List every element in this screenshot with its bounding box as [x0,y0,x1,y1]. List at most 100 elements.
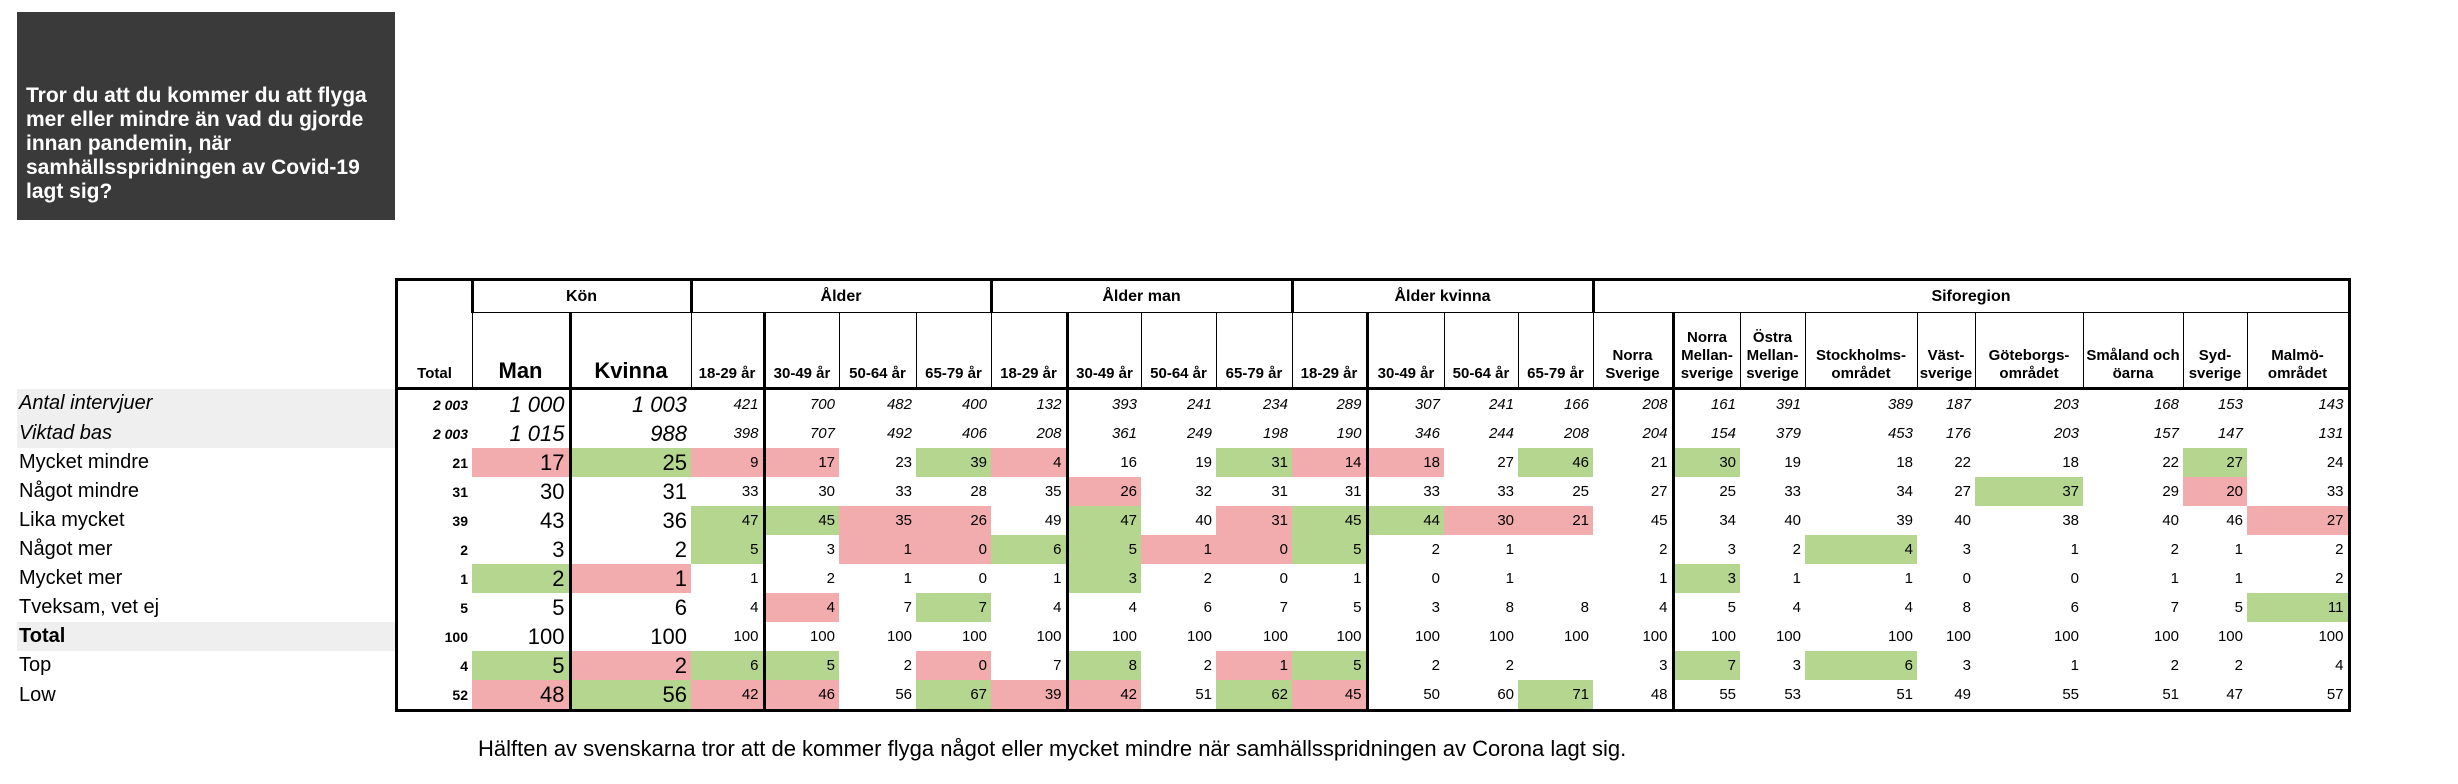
data-cell: 26 [916,506,991,535]
data-cell: 17 [762,448,839,477]
data-cell: 1 [2070,541,2079,558]
data-cell: 34 [1896,483,1913,500]
corner-blank [17,313,396,389]
data-cell: 1 [839,535,916,564]
data-cell: 244 [1488,425,1514,442]
column-header: 65-79 år [1215,312,1292,389]
data-cell: 100 [1488,628,1514,645]
data-cell: 2 [762,564,839,593]
data-cell: 47 [691,506,764,535]
data-cell: 100 [1186,628,1212,645]
data-cell: 0 [1279,570,1288,587]
data-cell: 391 [1740,387,1805,419]
group-header: Kön [470,278,691,313]
data-cell: 1 [2070,657,2079,674]
table-row: Viktad bas 2 003 1 015 988 398 707 492 406 208 36… [17,419,2351,448]
data-cell: 8 [1962,599,1971,616]
data-cell: 21 [1650,454,1668,471]
data-cell: 1 [2170,570,2179,587]
data-cell: 27 [1497,454,1514,471]
data-cell: 100 [527,623,565,649]
data-cell: 1 [568,564,691,593]
data-cell: 100 [1945,628,1971,645]
data-cell: 100 [886,628,912,645]
data-cell: 154 [1671,419,1740,448]
data-cell: 176 [1945,425,1971,442]
data-cell: 100 [1671,622,1740,651]
column-header: Malmö-området [2246,312,2351,389]
column-header: Östra Mellan-sverige [1739,312,1805,389]
data-cell: 48 [1593,680,1673,712]
data-cell: 700 [762,387,839,419]
data-cell: 55 [1671,680,1740,712]
data-cell: 36 [568,506,691,535]
data-cell: 4 [1659,599,1668,616]
data-cell: 1 [750,570,759,587]
data-cell: 2 [2247,535,2351,564]
data-cell: 988 [568,419,691,448]
data-cell [1518,535,1593,564]
data-cell: 33 [895,483,912,500]
data-cell: 4 [2247,651,2351,680]
data-cell: 27 [1650,483,1668,500]
data-cell: 2 [1203,657,1212,674]
data-cell: 406 [961,425,987,442]
data-cell: 33 [2247,477,2351,506]
data-cell: 27 [2183,448,2247,477]
data-cell: 18 [1896,454,1913,471]
data-cell: 3 [1065,564,1141,593]
column-header: 65-79 år [1517,312,1593,389]
data-cell: 57 [2247,680,2351,712]
data-cell: 25 [1671,477,1740,506]
data-cell: 51 [2083,680,2183,712]
data-cell: 42 [1065,680,1141,712]
data-cell: 5 [2234,599,2243,616]
corner-blank [17,280,396,313]
data-cell: 6 [1805,651,1917,680]
data-cell: 16 [1065,448,1141,477]
data-cell: 1 [1904,570,1913,587]
data-cell: 47 [1065,506,1141,535]
group-header: Ålder kvinna [1290,278,1593,313]
data-cell: 46 [1518,448,1593,477]
data-cell: 241 [1141,387,1216,419]
group-header: Ålder [689,278,991,313]
group-header-row: Kön Ålder Ålder man Ålder kvinna Siforegion [17,278,2351,313]
data-cell: 7 [903,599,912,616]
footnote: Hälften av svenskarna tror att de kommer… [478,736,1627,761]
data-cell: 4 [762,593,839,622]
data-cell: 56 [839,680,916,712]
data-cell: 50 [1365,680,1444,712]
row-label: Tveksam, vet ej [19,596,160,618]
data-cell: 203 [1975,387,2083,419]
row-label: Antal intervjuer [17,388,396,419]
data-cell: 3 [1962,657,1971,674]
column-header: 30-49 år [1365,312,1444,389]
data-cell: 379 [1775,425,1801,442]
data-cell: 2 [903,657,912,674]
data-cell: 249 [1186,425,1212,442]
data-cell: 4 [750,599,759,616]
data-cell: 31 [1216,448,1292,477]
data-cell: 3 [1962,541,1971,558]
data-cell: 4 [1904,599,1913,616]
data-cell: 30 [1444,506,1518,535]
group-header: Ålder man [989,278,1292,313]
data-cell: 100 [1036,628,1062,645]
data-cell: 1 015 [509,420,565,446]
data-cell: 492 [886,425,912,442]
data-cell: 100 [2247,622,2351,651]
data-cell: 2 [1365,535,1444,564]
data-cell: 33 [1784,483,1801,500]
data-cell: 132 [991,387,1067,419]
data-cell: 7 [916,593,991,622]
data-cell: 100 [2217,628,2243,645]
table-row: Antal intervjuer 2 003 1 000 1 003 421 700 482… [17,387,2351,419]
data-cell: 25 [1572,483,1589,500]
data-cell: 24 [2247,448,2351,477]
data-cell: 1 [1505,541,1514,558]
row-label: Något mindre [19,480,140,502]
data-cell: 4 [1053,599,1062,616]
data-cell: 1 [1353,570,1362,587]
column-header: 18-29 år [1291,312,1367,389]
